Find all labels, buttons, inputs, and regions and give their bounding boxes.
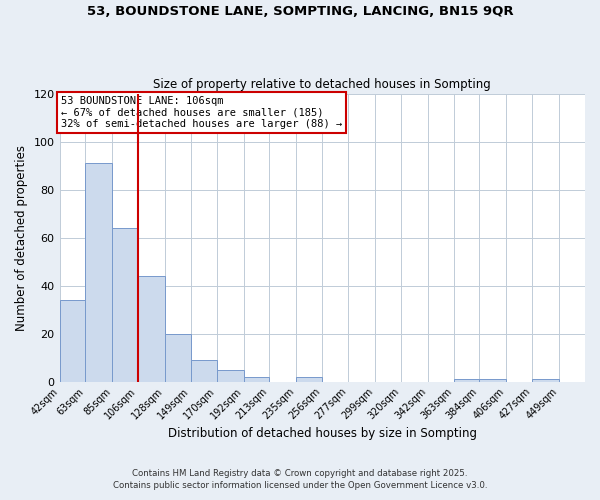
X-axis label: Distribution of detached houses by size in Sompting: Distribution of detached houses by size … — [168, 427, 477, 440]
Bar — [244, 377, 269, 382]
Text: 53, BOUNDSTONE LANE, SOMPTING, LANCING, BN15 9QR: 53, BOUNDSTONE LANE, SOMPTING, LANCING, … — [86, 5, 514, 18]
Text: Contains HM Land Registry data © Crown copyright and database right 2025.
Contai: Contains HM Land Registry data © Crown c… — [113, 468, 487, 490]
Bar — [191, 360, 217, 382]
Bar — [138, 276, 165, 382]
Bar — [296, 377, 322, 382]
Bar — [165, 334, 191, 382]
Bar — [85, 163, 112, 382]
Bar — [532, 379, 559, 382]
Bar — [217, 370, 244, 382]
Bar — [454, 379, 479, 382]
Y-axis label: Number of detached properties: Number of detached properties — [15, 144, 28, 330]
Title: Size of property relative to detached houses in Sompting: Size of property relative to detached ho… — [154, 78, 491, 91]
Bar — [59, 300, 85, 382]
Bar — [112, 228, 138, 382]
Bar — [479, 379, 506, 382]
Text: 53 BOUNDSTONE LANE: 106sqm
← 67% of detached houses are smaller (185)
32% of sem: 53 BOUNDSTONE LANE: 106sqm ← 67% of deta… — [61, 96, 342, 129]
